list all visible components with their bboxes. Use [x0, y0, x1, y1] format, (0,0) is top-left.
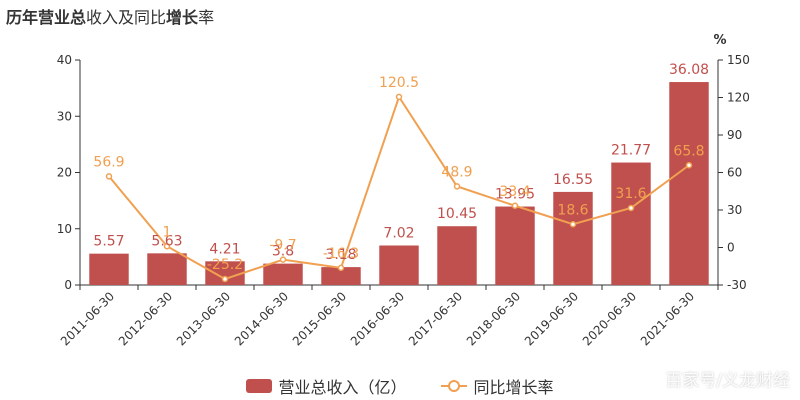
growth-point	[221, 275, 229, 283]
legend-line-swatch	[440, 380, 467, 392]
growth-value-label: 33.4	[499, 184, 530, 200]
bar-value-label: 5.63	[151, 233, 182, 249]
title-part: 增长	[166, 8, 199, 27]
chart-title: 历年营业总收入及同比增长率	[6, 4, 214, 28]
growth-point	[279, 256, 287, 263]
bar-value-label: 3.8	[272, 244, 294, 260]
y-left-tick-label: 0	[64, 278, 72, 292]
y-right-tick-label: 0	[727, 241, 735, 255]
growth-point	[685, 162, 693, 169]
legend-bar-swatch	[246, 379, 273, 393]
growth-point	[569, 221, 577, 228]
growth-value-label: 120.5	[379, 75, 419, 91]
x-tick-label: 2011-06-30	[58, 289, 117, 348]
bar	[321, 267, 361, 285]
x-tick-label: 2014-06-30	[232, 289, 291, 348]
bar	[263, 263, 303, 285]
growth-value-label: 48.9	[441, 164, 472, 180]
x-tick-label: 2012-06-30	[116, 289, 175, 348]
growth-point	[511, 202, 519, 209]
y-left-tick-label: 10	[57, 222, 72, 236]
y-right-tick-label: 30	[727, 203, 742, 217]
bar	[89, 253, 129, 285]
bar	[437, 226, 477, 285]
bar-value-label: 4.21	[209, 241, 240, 257]
bar-value-label: 36.08	[669, 62, 709, 78]
title-part: 率	[198, 8, 215, 27]
x-tick-label: 2018-06-30	[464, 289, 523, 348]
growth-value-label: -16.3	[323, 246, 359, 262]
bar	[147, 253, 187, 285]
growth-point	[337, 264, 345, 272]
growth-point	[453, 183, 461, 190]
growth-value-label: 18.6	[557, 202, 588, 218]
bar	[611, 162, 651, 285]
growth-point	[395, 93, 403, 101]
bar	[553, 191, 593, 285]
growth-value-label: 1	[163, 224, 172, 240]
bar-value-label: 21.77	[611, 143, 651, 159]
x-tick-label: 2013-06-30	[174, 289, 233, 348]
y-left-tick-label: 30	[57, 109, 72, 123]
bar-value-label: 3.18	[325, 247, 356, 263]
bar	[205, 261, 245, 285]
bar	[669, 82, 709, 285]
y-right-unit: %	[713, 33, 726, 48]
growth-point	[627, 204, 635, 212]
y-right-tick-label: 60	[727, 166, 742, 180]
growth-point	[163, 243, 171, 250]
growth-value-label: 56.9	[93, 154, 124, 170]
title-part: 营业总	[38, 8, 87, 27]
growth-point	[105, 173, 113, 180]
y-right-tick-label: 90	[727, 128, 742, 142]
growth-value-label: -9.7	[269, 238, 296, 254]
legend-label-revenue: 营业总收入（亿）	[278, 378, 407, 397]
y-right-tick-label: -30	[727, 278, 747, 292]
y-right-tick-label: 150	[727, 53, 750, 67]
bar	[379, 245, 419, 285]
legend-item-revenue[interactable]: 营业总收入（亿）	[246, 374, 406, 398]
bar	[495, 206, 535, 285]
y-left-tick-label: 20	[57, 166, 72, 180]
bar-value-label: 16.55	[553, 172, 593, 188]
chart-legend: 营业总收入（亿） 同比增长率	[0, 374, 800, 398]
y-right-tick-label: 120	[727, 91, 750, 105]
x-tick-label: 2019-06-30	[522, 289, 581, 348]
x-tick-label: 2020-06-30	[580, 289, 639, 348]
title-part: 收入及同比	[86, 8, 167, 27]
watermark: 百家号/义龙财经	[665, 371, 790, 391]
bar-value-label: 5.57	[93, 234, 124, 250]
bar-value-label: 7.02	[383, 226, 414, 242]
bar-value-label: 13.95	[495, 187, 535, 203]
x-tick-label: 2021-06-30	[638, 289, 697, 348]
growth-value-label: -25.2	[207, 257, 243, 273]
title-part: 历年	[6, 8, 39, 27]
growth-value-label: 31.6	[615, 186, 646, 202]
x-tick-label: 2015-06-30	[290, 289, 349, 348]
y-left-tick-label: 40	[57, 53, 72, 67]
growth-value-label: 65.8	[673, 143, 704, 159]
x-tick-label: 2017-06-30	[406, 289, 465, 348]
legend-item-growth[interactable]: 同比增长率	[440, 374, 554, 398]
legend-label-growth: 同比增长率	[473, 378, 554, 397]
bar-value-label: 10.45	[437, 206, 477, 222]
x-tick-label: 2016-06-30	[348, 289, 407, 348]
